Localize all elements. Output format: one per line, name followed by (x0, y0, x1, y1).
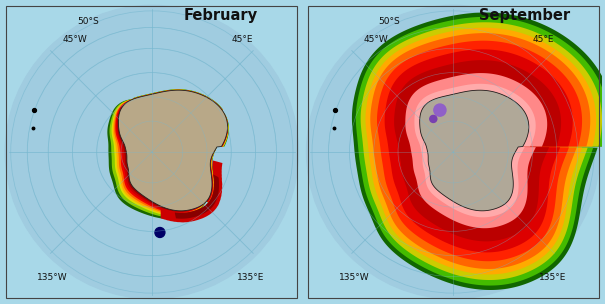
Polygon shape (405, 73, 547, 228)
Polygon shape (111, 90, 229, 216)
Polygon shape (107, 89, 229, 219)
Polygon shape (117, 90, 227, 212)
Polygon shape (370, 33, 590, 269)
Polygon shape (361, 22, 602, 280)
Text: 45°E: 45°E (232, 35, 253, 44)
Circle shape (5, 5, 298, 299)
Text: 50°S: 50°S (77, 17, 99, 26)
Text: 135°E: 135°E (538, 273, 566, 282)
Polygon shape (420, 90, 529, 211)
Polygon shape (110, 89, 229, 218)
Polygon shape (385, 49, 573, 252)
Polygon shape (356, 17, 605, 285)
Text: 45°W: 45°W (364, 35, 388, 44)
Polygon shape (175, 174, 219, 219)
Text: February: February (183, 8, 257, 23)
Polygon shape (394, 60, 561, 241)
Circle shape (155, 227, 165, 237)
Text: 135°E: 135°E (237, 273, 265, 282)
Polygon shape (119, 90, 227, 211)
Text: 135°W: 135°W (38, 273, 68, 282)
Text: 45°E: 45°E (533, 35, 554, 44)
Circle shape (307, 5, 600, 299)
Polygon shape (116, 90, 228, 213)
Polygon shape (161, 161, 223, 223)
Circle shape (430, 116, 437, 123)
Polygon shape (352, 12, 605, 290)
Text: 50°S: 50°S (378, 17, 400, 26)
Polygon shape (377, 41, 582, 261)
Polygon shape (114, 90, 228, 214)
Polygon shape (365, 28, 596, 275)
Text: 135°W: 135°W (339, 273, 369, 282)
Text: September: September (479, 8, 571, 23)
Circle shape (434, 104, 446, 116)
Text: 45°W: 45°W (62, 35, 87, 44)
Polygon shape (116, 90, 228, 212)
Polygon shape (113, 90, 228, 215)
Polygon shape (414, 84, 535, 217)
